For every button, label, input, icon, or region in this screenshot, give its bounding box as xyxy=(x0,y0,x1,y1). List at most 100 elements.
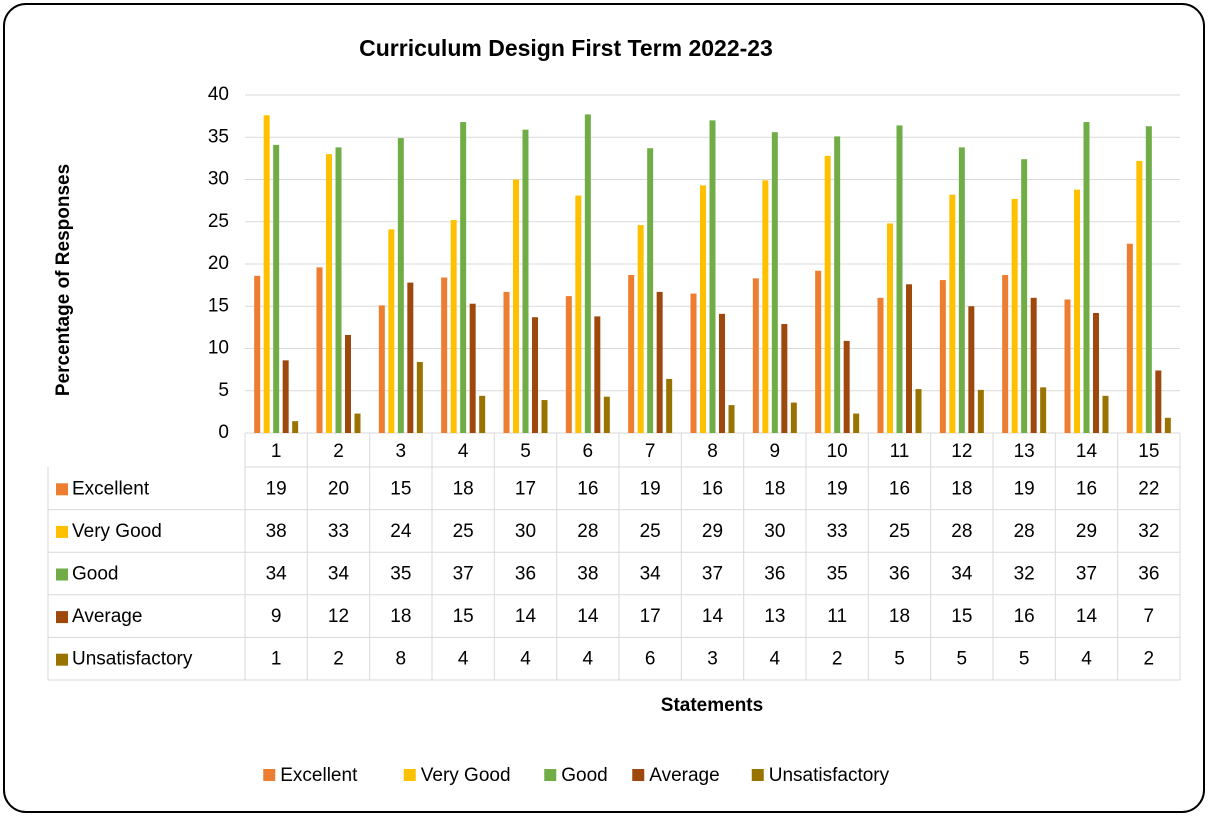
bar xyxy=(326,154,332,433)
bar xyxy=(1083,122,1090,433)
x-tick-label: 3 xyxy=(396,441,407,462)
y-tick-label: 20 xyxy=(208,253,229,274)
table-legend-key xyxy=(56,483,68,496)
bar xyxy=(450,220,457,433)
bar xyxy=(824,155,831,433)
bar xyxy=(1064,299,1071,433)
table-cell: 25 xyxy=(640,521,661,542)
bar xyxy=(656,291,663,433)
table-cell: 33 xyxy=(328,521,349,542)
x-tick-label: 13 xyxy=(1014,441,1035,462)
bar xyxy=(273,144,280,434)
table-cell: 17 xyxy=(515,478,536,499)
bar xyxy=(1011,198,1018,433)
bar xyxy=(1136,160,1143,433)
bar xyxy=(958,147,965,433)
y-tick-label: 25 xyxy=(208,211,229,232)
bar xyxy=(1021,159,1028,433)
table-cell: 36 xyxy=(1138,564,1159,585)
table-cell: 5 xyxy=(1019,649,1030,670)
table-cell: 22 xyxy=(1138,478,1159,499)
table-cell: 34 xyxy=(951,564,973,585)
y-tick-label: 35 xyxy=(208,126,229,147)
bar xyxy=(441,277,448,433)
table-legend-key xyxy=(56,525,68,538)
table-cell: 18 xyxy=(951,478,972,499)
y-axis-title: Percentage of Responses xyxy=(53,164,74,396)
table-cell: 2 xyxy=(333,649,344,670)
bar xyxy=(637,225,644,433)
table-cell: 5 xyxy=(957,649,968,670)
y-tick-label: 30 xyxy=(208,169,229,190)
bar xyxy=(263,115,270,433)
table-cell: 15 xyxy=(453,606,474,627)
bar xyxy=(1002,274,1009,433)
table-cell: 15 xyxy=(951,606,972,627)
bar xyxy=(513,179,519,433)
x-tick-label: 15 xyxy=(1138,441,1159,462)
table-cell: 6 xyxy=(645,649,656,670)
bar xyxy=(354,413,361,433)
bar xyxy=(407,282,414,433)
table-row-label: Average xyxy=(72,606,142,627)
table-cell: 35 xyxy=(827,564,848,585)
bar xyxy=(877,297,884,433)
table-cell: 14 xyxy=(515,606,537,627)
x-tick-label: 1 xyxy=(271,441,282,462)
bar xyxy=(565,296,572,433)
legend-label: Unsatisfactory xyxy=(769,765,890,786)
legend-key xyxy=(751,769,764,781)
x-axis-title: Statements xyxy=(661,695,763,716)
bar xyxy=(762,180,769,433)
table-cell: 19 xyxy=(1014,478,1035,499)
x-tick-label: 8 xyxy=(707,441,718,462)
table-cell: 28 xyxy=(577,521,598,542)
bar xyxy=(282,360,289,433)
bar xyxy=(335,147,342,433)
table-cell: 19 xyxy=(266,478,287,499)
table-cell: 18 xyxy=(390,606,411,627)
bar xyxy=(575,195,582,433)
y-tick-label: 10 xyxy=(208,338,229,359)
x-tick-label: 5 xyxy=(520,441,531,462)
table-cell: 18 xyxy=(889,606,910,627)
bar xyxy=(781,323,788,433)
bar xyxy=(503,291,510,433)
bar xyxy=(906,284,912,433)
bar xyxy=(460,122,467,433)
y-tick-label: 0 xyxy=(218,422,229,443)
chart-title: Curriculum Design First Term 2022-23 xyxy=(359,35,773,61)
bar xyxy=(1102,395,1109,433)
table-cell: 2 xyxy=(832,649,843,670)
table-legend-key xyxy=(56,568,68,581)
table-cell: 16 xyxy=(1076,478,1097,499)
table-cell: 7 xyxy=(1144,606,1155,627)
table-cell: 8 xyxy=(396,649,407,670)
bar xyxy=(968,306,975,433)
table-cell: 4 xyxy=(583,649,594,670)
table-row-label: Unsatisfactory xyxy=(72,649,193,670)
bar xyxy=(709,120,716,433)
x-tick-label: 10 xyxy=(827,441,848,462)
x-tick-label: 4 xyxy=(458,441,469,462)
bar xyxy=(771,132,778,433)
table-cell: 34 xyxy=(640,564,662,585)
bar xyxy=(594,316,601,433)
table-cell: 19 xyxy=(827,478,848,499)
x-tick-label: 7 xyxy=(645,441,656,462)
table-cell: 17 xyxy=(640,606,661,627)
bar xyxy=(378,305,385,433)
legend-key xyxy=(403,769,416,781)
bar xyxy=(584,114,591,433)
x-tick-label: 2 xyxy=(333,441,344,462)
bar xyxy=(834,136,841,433)
table-cell: 30 xyxy=(764,521,785,542)
bar xyxy=(896,125,903,434)
table-cell: 3 xyxy=(707,649,718,670)
table-cell: 35 xyxy=(390,564,411,585)
bar xyxy=(719,313,725,433)
table-row-label: Very Good xyxy=(72,521,162,542)
bar xyxy=(292,421,299,433)
legend-key xyxy=(544,769,557,781)
